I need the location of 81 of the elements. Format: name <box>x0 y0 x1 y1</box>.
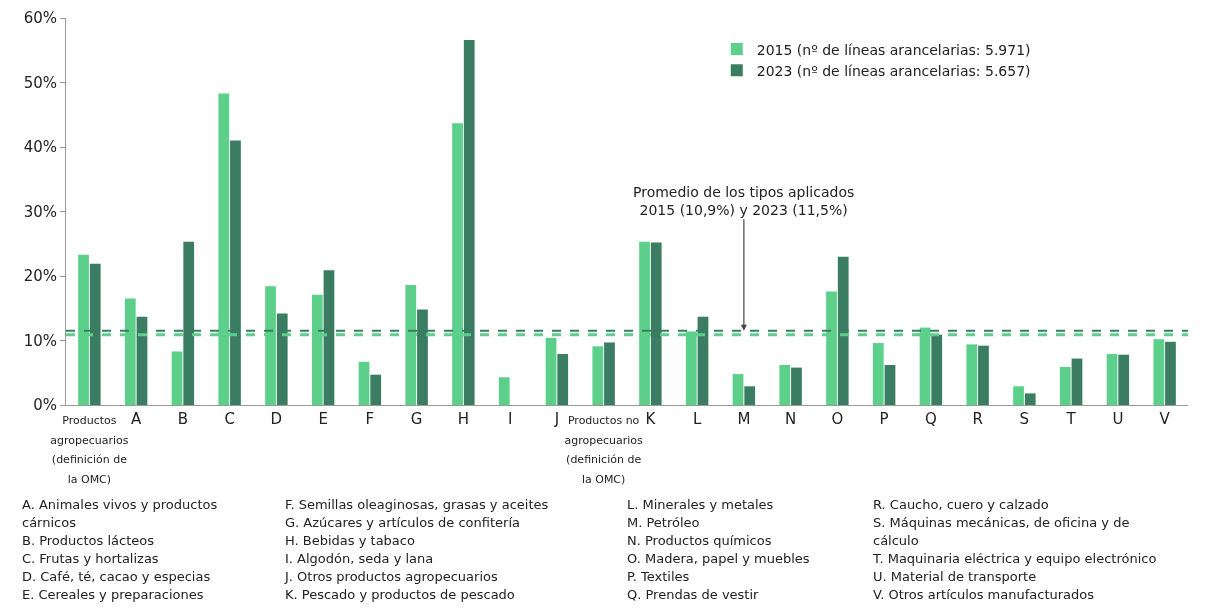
text: C. Frutas y hortalizas <box>22 550 160 568</box>
text: U. Material de transporte <box>873 568 1038 586</box>
text: I. Algodón, seda y lana <box>285 550 435 568</box>
bar <box>966 344 978 405</box>
x-tick-label: U <box>1112 410 1124 428</box>
y-tick-label: 0% <box>33 396 57 415</box>
text: L. Minerales y metales <box>627 496 775 514</box>
text: S. Máquinas mecánicas, de oficina y de cálculo <box>873 514 1131 550</box>
text: A. Animales vivos y productos cárnicos <box>22 496 219 532</box>
bar <box>978 345 989 405</box>
x-tick-label: A <box>131 410 142 428</box>
bar <box>592 346 604 405</box>
bar <box>884 365 896 405</box>
x-tick-label: H <box>457 410 470 428</box>
y-tick-label: 10% <box>23 331 57 350</box>
text: G. Azúcares y artículos de confitería <box>285 514 521 532</box>
bar <box>1106 354 1118 405</box>
text: F. Semillas oleaginosas, grasas y aceites <box>285 496 550 514</box>
x-tick-label: R <box>972 410 983 428</box>
x-tick-label: P <box>879 410 889 428</box>
x-tick-label: C <box>224 410 235 428</box>
x-tick-label: I <box>507 410 513 428</box>
bar <box>1013 386 1024 405</box>
bar <box>604 342 615 405</box>
text: O. Madera, papel y muebles <box>627 550 811 568</box>
x-tick-label: B <box>177 410 189 428</box>
x-tick-label: D <box>270 410 283 428</box>
legend-label: 2015 (nº de líneas arancelarias: 5.971) <box>756 41 1031 58</box>
text: N. Productos químicos <box>627 532 773 550</box>
text: K. Pescado y productos de pescado <box>285 586 516 604</box>
text: D. Café, té, cacao y especias <box>22 568 212 586</box>
bar <box>791 367 802 405</box>
y-tick-label: 50% <box>23 73 57 92</box>
legend-label: 2023 (nº de líneas arancelarias: 5.657) <box>756 62 1031 79</box>
bar <box>557 354 569 405</box>
bar <box>545 337 557 405</box>
text: Q. Prendas de vestir <box>627 586 760 604</box>
text: H. Bebidas y tabaco <box>285 532 416 550</box>
bar <box>872 343 884 405</box>
y-tick-label: 60% <box>23 9 57 28</box>
x-tick-label: N <box>785 410 797 428</box>
bar <box>358 361 370 405</box>
x-tick-label: Productos no agropecuarios (definición de la OMC) <box>564 414 644 486</box>
text: E. Cereales y preparaciones <box>22 586 205 604</box>
x-tick-label: Productos agropecuarios (definición de la OMC) <box>50 414 129 486</box>
y-tick-label: 30% <box>23 202 57 221</box>
bar <box>1165 341 1176 405</box>
x-tick-label: G <box>410 410 423 428</box>
x-tick-label: J <box>553 410 560 428</box>
annotation: Promedio de los tipos aplicados 2015 (10,9%) y 2023 (11,5%) <box>633 184 855 219</box>
bar <box>1071 358 1083 405</box>
text: B. Productos lácteos <box>22 532 155 550</box>
text: M. Petróleo <box>627 514 701 532</box>
x-tick-label: M <box>737 410 751 428</box>
x-tick-label: V <box>1159 410 1171 428</box>
x-tick-label: L <box>692 410 702 428</box>
bar <box>498 377 510 405</box>
y-tick-label: 20% <box>23 267 57 286</box>
text: T. Maquinaria eléctrica y equipo electrónico <box>873 550 1157 568</box>
bar <box>370 374 382 405</box>
text: P. Textiles <box>627 568 691 586</box>
bar <box>732 374 744 405</box>
x-tick-label: K <box>645 410 657 428</box>
x-tick-label: S <box>1019 410 1030 428</box>
x-tick-label: Q <box>924 410 937 428</box>
text: V. Otros artículos manufacturados <box>873 586 1096 604</box>
bar <box>171 351 183 405</box>
bar <box>931 334 943 405</box>
text: J. Otros productos agropecuarios <box>285 568 499 586</box>
bar <box>744 386 756 405</box>
x-tick-label: O <box>831 410 844 428</box>
y-tick-label: 40% <box>23 138 57 157</box>
x-tick-label: F <box>365 410 375 428</box>
bar <box>1118 354 1130 405</box>
bar <box>1059 366 1071 405</box>
x-tick-label: T <box>1065 410 1077 428</box>
x-tick-label: E <box>318 410 328 428</box>
bar <box>1153 339 1165 405</box>
text: R. Caucho, cuero y calzado <box>873 496 1050 514</box>
bar <box>1024 393 1036 405</box>
bar <box>779 365 791 405</box>
